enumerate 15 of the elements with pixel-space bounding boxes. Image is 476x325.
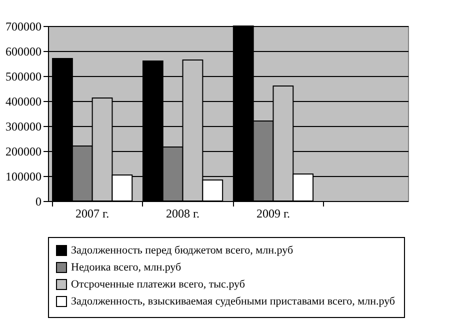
y-tick-label: 500000: [6, 70, 42, 84]
y-tick-label: 700000: [6, 20, 42, 34]
y-tick-label: 100000: [6, 170, 42, 184]
y-tick-label: 400000: [6, 94, 42, 108]
y-tick-label: 200000: [6, 144, 42, 158]
legend-label: Задолженность перед бюджетом всего, млн.руб: [71, 244, 294, 256]
legend-label: Недоика всего, млн.руб: [71, 262, 182, 274]
x-tick-label: 2009 г.: [256, 206, 290, 220]
y-tick-label: 300000: [6, 120, 42, 134]
x-tick-label: 2008 г.: [166, 206, 200, 220]
y-tick-label: 0: [36, 194, 42, 208]
y-tick-label: 600000: [6, 44, 42, 58]
x-tick-label: 2007 г.: [76, 206, 110, 220]
legend-label: Задолженность, взыскиваемая судебными приставами всего, млн.руб: [71, 296, 396, 308]
legend-label: Отсроченные платежи всего, тыс.руб: [71, 278, 246, 290]
